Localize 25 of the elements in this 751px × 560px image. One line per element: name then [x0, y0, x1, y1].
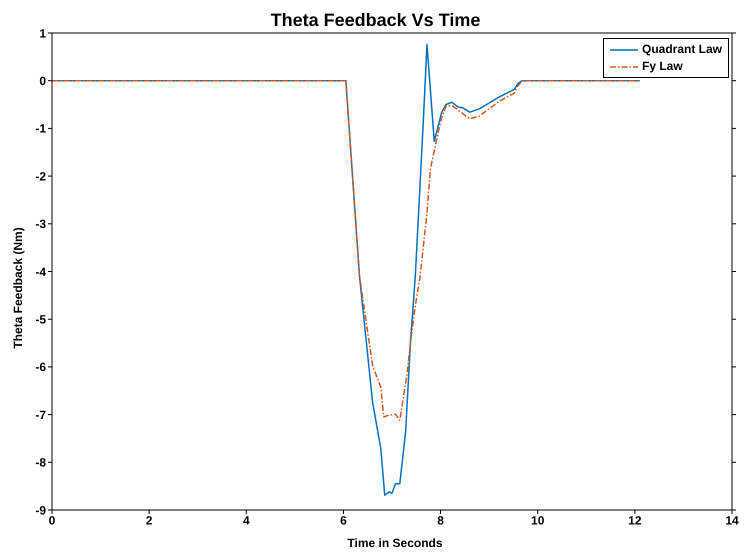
chart-title: Theta Feedback Vs Time	[270, 10, 480, 30]
y-tick-label: -6	[35, 360, 46, 374]
legend-label: Fy Law	[642, 58, 683, 75]
x-tick-label: 12	[628, 514, 642, 528]
x-tick-label: 6	[340, 514, 348, 528]
x-tick-label: 2	[146, 514, 153, 528]
line-series	[52, 80, 640, 422]
x-tick-label: 10	[531, 514, 545, 528]
y-tick-label: 1	[39, 26, 46, 40]
y-tick-label: 0	[39, 74, 46, 88]
legend-label: Quadrant Law	[642, 41, 722, 58]
y-tick-label: -1	[35, 122, 46, 136]
x-tick-label: 4	[242, 514, 250, 528]
y-tick-label: -2	[35, 169, 46, 184]
x-tick-label: 0	[48, 514, 56, 528]
y-tick-label: -9	[35, 503, 46, 518]
x-axis-title: Time in Seconds	[346, 536, 444, 550]
y-tick-label: -4	[35, 264, 46, 279]
y-tick-label: -7	[35, 408, 46, 422]
y-tick-label: -5	[35, 312, 46, 326]
x-tick-label: 14	[725, 514, 739, 528]
x-tick-label: 8	[437, 514, 444, 528]
y-tick-label: -3	[35, 217, 46, 232]
y-axis-title: Theta Feedback (Nm)	[11, 227, 25, 349]
y-tick-label: -8	[35, 456, 46, 470]
